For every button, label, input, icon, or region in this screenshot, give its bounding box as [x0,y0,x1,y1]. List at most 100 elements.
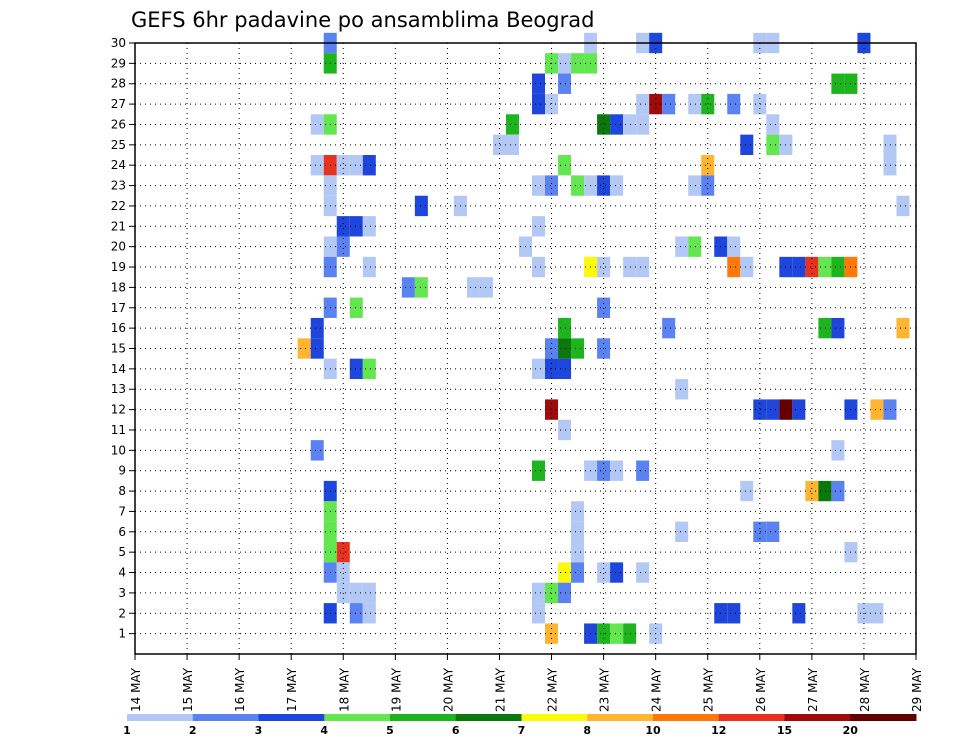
heatmap-cell [610,175,624,196]
colorbar-label: 15 [777,724,792,737]
heatmap-cell [831,440,845,461]
colorbar-label: 2 [189,724,197,737]
heatmap-cell [870,603,884,624]
y-tick-label: 30 [111,36,126,50]
heatmap-cell [727,236,741,257]
colorbar-swatch [718,714,785,721]
heatmap-cell [753,93,767,115]
heatmap-cell [597,256,611,278]
heatmap-cell [597,114,611,135]
x-tick-label: 14 MAY [129,667,143,712]
heatmap-cell [701,175,715,196]
colorbar-label: 6 [452,724,460,737]
heatmap-cell [310,317,324,339]
heatmap-cell [636,114,650,135]
y-tick-label: 9 [118,464,126,478]
heatmap-cell [362,155,376,176]
colorbar-swatch [653,714,720,721]
heatmap-cell [818,480,832,502]
heatmap-cell [362,358,376,380]
y-tick-label: 15 [111,342,126,356]
heatmap-cell [610,460,624,481]
heatmap-cell [532,603,546,624]
y-axis-ticks: 1234567891011121314151617181920212223242… [111,36,135,641]
heatmap-cell [883,399,897,420]
colorbar-label: 3 [255,724,263,737]
colorbar-label: 20 [843,724,859,737]
heatmap-cell [558,53,572,74]
y-tick-label: 10 [111,443,126,457]
colorbar-swatch [784,714,851,721]
heatmap-cell [336,236,350,257]
heatmap-cell [831,317,845,339]
heatmap-cell [336,541,350,563]
heatmap-cell [532,582,546,604]
heatmap-cell [532,175,546,196]
heatmap-cell [336,562,350,583]
heatmap-cell [571,175,585,196]
colorbar-label: 7 [518,724,526,737]
x-tick-label: 18 MAY [337,667,351,712]
heatmap-cell [883,155,897,176]
heatmap-cell [818,317,832,339]
heatmap-cell [310,440,324,461]
heatmap-cell [310,155,324,176]
heatmap-cell [466,277,480,298]
heatmap-cell [571,521,585,542]
heatmap-cell [792,603,806,624]
chart-title: GEFS 6hr padavine po ansamblima Beograd [131,8,594,32]
heatmap-cell [505,134,519,156]
heatmap-cell [297,338,311,359]
heatmap-cell [362,582,376,604]
y-tick-label: 19 [111,260,126,274]
heatmap-cell [675,236,689,257]
heatmap-cell [571,338,585,359]
x-tick-label: 17 MAY [285,667,299,712]
heatmap-cell [766,399,780,420]
heatmap-cell [896,317,910,339]
heatmap-cell [558,73,572,94]
colorbar-label: 1 [123,724,131,737]
colorbar-swatch [850,714,917,721]
heatmap-cell [362,216,376,237]
heatmap-cell [688,175,702,196]
heatmap-cell [766,134,780,156]
y-tick-label: 6 [118,525,126,539]
heatmap-cell [479,277,493,298]
colorbar-swatch [192,714,259,721]
y-tick-label: 24 [111,158,126,172]
y-tick-label: 28 [111,77,126,91]
colorbar-label: 12 [711,724,726,737]
x-axis-ticks: 14 MAY 15 MAY 16 MAY 17 MAY 18 MAY 19 MAY 20 M… [129,654,924,712]
y-tick-label: 25 [111,138,126,152]
heatmap-cell [532,216,546,237]
heatmap-cell [870,399,884,420]
heatmap-cell [597,460,611,481]
x-tick-label: 20 MAY [441,667,455,712]
colorbar-swatch [455,714,522,721]
x-tick-label: 16 MAY [233,667,247,712]
y-tick-label: 20 [111,240,126,254]
heatmap-cell [545,93,559,115]
heatmap-cell [532,256,546,278]
grid-lines [135,43,916,654]
heatmap-cells [297,32,910,644]
heatmap-cell [623,114,637,135]
heatmap-cell [675,379,689,400]
colorbar-swatch [127,714,194,721]
heatmap-cell [349,582,363,604]
heatmap-cell [701,155,715,176]
x-tick-label: 28 MAY [858,667,872,712]
heatmap-cell [336,155,350,176]
colorbar-label: 5 [386,724,394,737]
heatmap-cell [349,155,363,176]
x-tick-label: 29 MAY [910,667,924,712]
heatmap-cell [805,256,819,278]
x-tick-label: 23 MAY [598,667,612,712]
y-tick-label: 16 [111,321,126,335]
heatmap-cell [740,256,754,278]
heatmap-cell [610,114,624,135]
heatmap-cell [688,236,702,257]
x-tick-label: 21 MAY [493,667,507,712]
